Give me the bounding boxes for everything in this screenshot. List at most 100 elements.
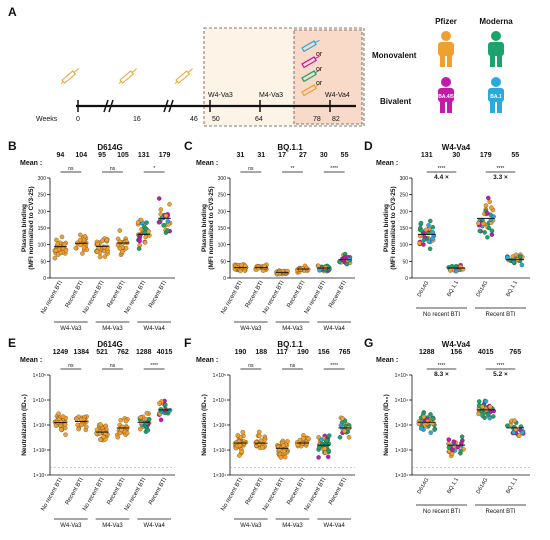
x-tick-label: BQ.1.1 (446, 280, 460, 298)
y-tick-label: 300 (218, 176, 227, 182)
data-point (136, 246, 142, 251)
data-point (482, 230, 487, 235)
data-point (418, 426, 424, 431)
x-tick-label: No recent BTI (262, 280, 286, 315)
y-tick-label: 100 (400, 243, 409, 249)
significance-label: ns (68, 166, 74, 172)
data-point (426, 239, 432, 244)
data-point (446, 437, 452, 442)
mean-value: 131 (138, 152, 150, 159)
panel-f-title: BQ.1.1 (277, 340, 303, 349)
mean-value: 179 (480, 152, 492, 159)
data-point (477, 228, 483, 234)
data-point (143, 234, 148, 240)
moderna-label: Moderna (479, 17, 513, 26)
person-icon (438, 31, 454, 67)
group-label: Recent BTI (485, 312, 515, 318)
y-tick-label: 150 (400, 226, 409, 232)
panel-e-title: D614G (97, 340, 122, 349)
y-tick-label: 100 (218, 243, 227, 249)
panel-e-letter: E (8, 336, 16, 350)
x-tick-label: D614G (417, 280, 431, 298)
data-point (428, 430, 434, 435)
mean-value: 17 (278, 152, 286, 159)
data-point (53, 248, 59, 253)
data-point (423, 227, 429, 232)
data-point (144, 410, 150, 416)
data-point (260, 445, 265, 450)
group-label: M4-Va3 (102, 326, 123, 332)
data-point (258, 438, 264, 443)
y-axis-label-2: (MFI normalized to CV3-25) (390, 186, 397, 269)
data-point (79, 422, 84, 428)
mean-value: 104 (75, 152, 87, 159)
data-point (61, 241, 67, 247)
data-point (322, 446, 328, 451)
significance-label: ns (110, 363, 116, 369)
data-point (282, 454, 288, 460)
data-point (102, 254, 108, 259)
panel-b-letter: B (8, 139, 17, 153)
x-tick-label: Recent BTI (65, 280, 85, 309)
data-point (485, 412, 491, 417)
panel-d-title: W4-Va4 (442, 143, 471, 152)
data-point (326, 448, 331, 453)
data-point (301, 436, 306, 441)
x-tick-label: No recent BTI (220, 477, 244, 512)
mean-value: 1288 (136, 349, 152, 356)
significance-label: **** (330, 363, 338, 369)
data-point (421, 242, 426, 247)
pfizer-label: Pfizer (435, 17, 457, 26)
mean-value: 4015 (478, 349, 494, 356)
y-tick-label: 250 (38, 193, 47, 199)
significance-label: **** (438, 166, 446, 172)
fold-change: 3.3 × (493, 174, 508, 181)
panel-f: F BQ.1.1 Mean : (184, 336, 303, 364)
x-tick-label: Recent BTI (286, 280, 306, 309)
data-point (256, 429, 262, 435)
data-point (237, 443, 243, 448)
y-tick-label: 1×10⁴ (395, 398, 408, 404)
mean-value: 94 (57, 152, 65, 159)
y-tick-label: 150 (218, 226, 227, 232)
x-tick-label: No recent BTI (124, 477, 148, 512)
x-tick-label: No recent BTI (40, 477, 64, 512)
y-tick-label: 200 (218, 209, 227, 215)
y-tick-label: 1×10¹ (395, 473, 408, 479)
data-point (491, 414, 496, 419)
data-point (165, 228, 170, 233)
y-tick-label: 200 (400, 209, 409, 215)
panel-c-title: BQ.1.1 (277, 143, 303, 152)
data-point (146, 416, 152, 422)
data-point (147, 233, 152, 238)
panel-b: B D614G Mean : (8, 139, 123, 167)
mean-value: 55 (511, 152, 519, 159)
data-point (484, 210, 490, 216)
data-point (430, 229, 435, 235)
timeline-breaks (103, 99, 174, 113)
group-label: W4-Va4 (144, 523, 166, 529)
data-point (95, 241, 100, 247)
y-tick-label: 0 (223, 276, 226, 282)
group-label: W4-Va3 (240, 523, 262, 529)
y-tick-label: 50 (40, 259, 46, 265)
data-point (158, 407, 163, 412)
data-point (519, 262, 525, 268)
y-tick-label: 250 (400, 193, 409, 199)
syringe-icon (60, 68, 79, 84)
data-point (459, 440, 464, 446)
data-point (454, 268, 459, 274)
data-point (135, 220, 141, 225)
data-point (489, 205, 494, 210)
badge-ba45: BA.4/5 (438, 94, 454, 100)
data-point (156, 196, 162, 201)
mean-value: 95 (98, 152, 106, 159)
data-point (281, 448, 287, 454)
x-tick-label: Recent BTI (65, 477, 85, 506)
data-point (75, 422, 80, 428)
week-78: 78 (313, 116, 321, 123)
y-tick-label: 1×10¹ (33, 473, 46, 479)
data-point (138, 217, 144, 223)
timeline-ticks (77, 100, 331, 112)
y-tick-label: 1×10² (213, 448, 226, 454)
